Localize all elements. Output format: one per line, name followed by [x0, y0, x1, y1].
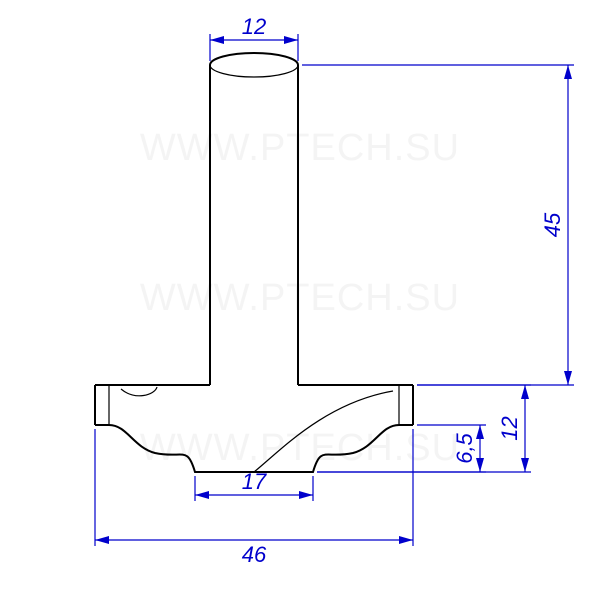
arrow-head [564, 65, 572, 79]
watermark-text: WWW.PTECH.SU [140, 277, 460, 319]
arrow-head [564, 371, 572, 385]
arrow-head [521, 385, 529, 399]
arrow-head [299, 491, 313, 499]
arrow-head [476, 458, 484, 472]
arrow-head [95, 536, 109, 544]
dimension-label: 46 [242, 542, 267, 567]
arrow-head [210, 36, 224, 44]
dimension-label: 12 [242, 14, 266, 39]
dimension-label: 6,5 [452, 432, 477, 463]
arrow-head [476, 425, 484, 439]
shank-top-arc [210, 53, 298, 65]
dimension-label: 45 [540, 212, 565, 237]
watermark-text: WWW.PTECH.SU [140, 127, 460, 169]
arrow-head [284, 36, 298, 44]
arrow-head [521, 458, 529, 472]
shank-top-arc-back [210, 65, 298, 77]
dimension-label: 12 [497, 416, 522, 440]
technical-drawing: WWW.PTECH.SUWWW.PTECH.SUWWW.PTECH.SU1217… [0, 0, 600, 600]
arrow-head [399, 536, 413, 544]
arrow-head [195, 491, 209, 499]
dimension-label: 17 [242, 469, 267, 494]
flute-line-left [121, 387, 157, 396]
